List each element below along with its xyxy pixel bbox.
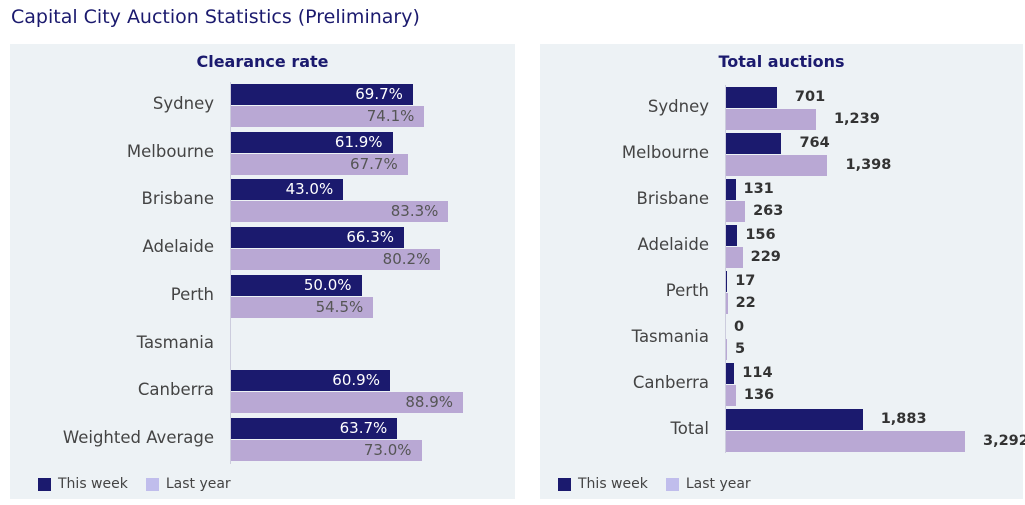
data-label: 61.9% [334, 132, 383, 151]
data-label: 1,239 [833, 111, 880, 127]
bar-this-week [231, 131, 393, 153]
clearance-rate-panel: Clearance rate This week Last year Sydne… [10, 44, 515, 499]
data-label: 17 [735, 273, 756, 289]
legend-swatch-this-week [558, 477, 571, 491]
data-label: 66.3% [346, 228, 395, 247]
category-label: Weighted Average [62, 427, 214, 447]
legend: This week Last year [38, 476, 249, 492]
bar-last-year [726, 247, 743, 268]
bar-last-year [726, 109, 816, 130]
y-axis-line [725, 85, 726, 453]
category-label: Brisbane [141, 189, 214, 209]
bar-this-week [231, 179, 344, 201]
category-label: Perth [665, 281, 709, 300]
legend: This week Last year [558, 476, 769, 492]
y-axis-line [230, 82, 231, 464]
bar-this-week [231, 417, 398, 439]
legend-swatch-last-year [145, 477, 159, 491]
data-label: 69.7% [355, 85, 403, 103]
bar-last-year [231, 153, 408, 175]
category-label: Canberra [137, 380, 214, 400]
bar-this-week [726, 271, 728, 292]
page-title: Capital City Auction Statistics (Prelimi… [11, 6, 420, 28]
bar-last-year [231, 296, 374, 318]
bar-this-week [231, 84, 413, 105]
category-label: Canberra [632, 373, 709, 392]
data-label: 22 [735, 295, 756, 311]
data-label: 54.5% [315, 297, 364, 316]
data-label: 88.9% [405, 393, 454, 412]
data-label: 83.3% [390, 202, 439, 221]
bar-this-week [726, 179, 736, 200]
data-label: 5 [735, 341, 746, 357]
data-label: 136 [743, 387, 775, 403]
chart-title: Clearance rate [196, 52, 329, 71]
data-label: 73.0% [363, 440, 412, 459]
total-auctions-panel: Total auctions This week Last year Sydne… [540, 44, 1025, 499]
data-label: 1,398 [845, 157, 892, 173]
data-label: 60.9% [332, 371, 380, 390]
bar-last-year [726, 201, 746, 222]
category-label: Perth [170, 284, 214, 304]
bar-this-week [726, 409, 863, 430]
category-label: Brisbane [636, 189, 709, 208]
category-label: Tasmania [631, 327, 709, 346]
category-label: Sydney [152, 94, 214, 113]
chart-title: Total auctions [718, 52, 845, 71]
bar-this-week [231, 274, 362, 296]
bar-this-week [726, 87, 777, 108]
data-label: 0 [734, 319, 745, 335]
data-label: 263 [753, 203, 784, 219]
legend-swatch-this-week [38, 477, 51, 491]
bar-this-week [726, 133, 782, 154]
bar-this-week [726, 363, 735, 384]
data-label: 63.7% [339, 418, 388, 437]
legend-last-year: Last year [665, 476, 751, 492]
bar-this-week [231, 227, 405, 249]
legend-last-year: Last year [145, 476, 231, 492]
bar-last-year [726, 385, 736, 406]
legend-label: Last year [165, 476, 231, 492]
legend-swatch-last-year [665, 477, 679, 491]
category-label: Adelaide [142, 237, 214, 257]
data-label: 229 [750, 249, 781, 265]
data-label: 80.2% [382, 250, 431, 269]
data-label: 1,883 [880, 411, 927, 427]
category-label: Tasmania [136, 332, 214, 352]
category-label: Adelaide [637, 235, 709, 254]
bar-last-year [231, 392, 464, 414]
data-label: 114 [742, 365, 773, 381]
bar-this-week [726, 225, 738, 246]
data-label: 131 [743, 181, 774, 197]
bar-last-year [231, 439, 422, 461]
bar-last-year [231, 106, 425, 127]
data-label: 3,292 [983, 433, 1025, 449]
bar-last-year [231, 249, 441, 271]
bar-last-year [726, 431, 965, 452]
bar-last-year [726, 293, 728, 314]
bar-this-week [231, 370, 390, 392]
data-label: 50.0% [303, 275, 352, 294]
legend-this-week: This week [558, 476, 648, 492]
data-label: 74.1% [366, 107, 415, 125]
bar-last-year [726, 339, 727, 360]
data-label: 43.0% [285, 180, 334, 199]
bar-last-year [726, 155, 828, 176]
legend-label: This week [58, 476, 128, 492]
bar-last-year [231, 201, 449, 223]
data-label: 764 [799, 135, 830, 151]
category-label: Melbourne [621, 143, 709, 162]
category-label: Total [670, 419, 709, 438]
data-label: 701 [794, 89, 826, 105]
legend-label: Last year [685, 476, 751, 492]
data-label: 156 [745, 227, 776, 243]
legend-label: This week [578, 476, 648, 492]
category-label: Sydney [647, 97, 709, 116]
category-label: Melbourne [126, 141, 214, 161]
legend-this-week: This week [38, 476, 128, 492]
data-label: 67.7% [350, 154, 398, 173]
